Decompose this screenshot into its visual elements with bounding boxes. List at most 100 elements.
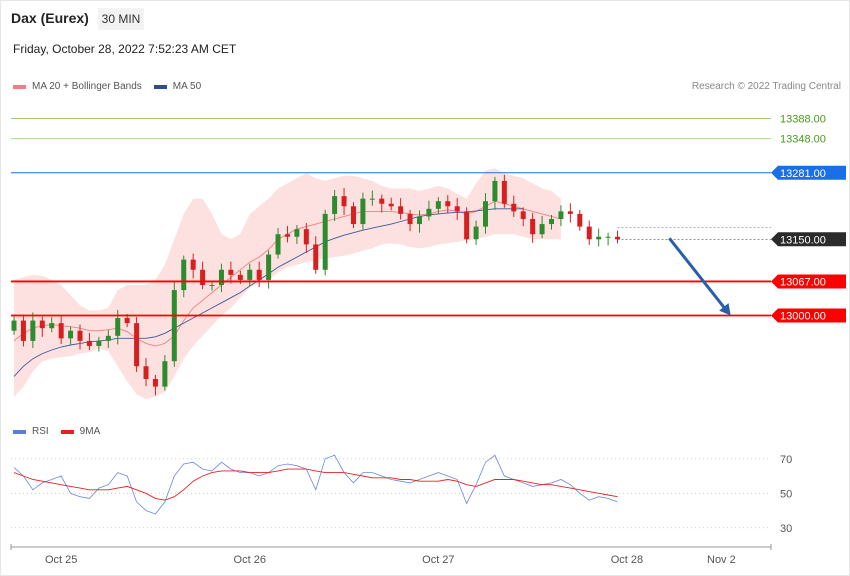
- candle-body: [303, 229, 309, 245]
- candle-body: [369, 198, 375, 200]
- candle-body: [539, 224, 545, 235]
- rsi-plot: 70 50 30: [11, 454, 792, 535]
- chart-datetime: Friday, October 28, 2022 7:52:23 AM CET: [13, 42, 237, 56]
- candle-body: [20, 320, 26, 341]
- level-label: 13388.00: [780, 113, 826, 125]
- candle-body: [181, 259, 187, 291]
- candle-body: [68, 330, 74, 339]
- candle-body: [577, 213, 583, 227]
- legend-swatch-rsi: [13, 429, 26, 434]
- candle-body: [558, 211, 564, 219]
- rsi-tick-label: 50: [780, 488, 792, 500]
- level-tag: [771, 274, 846, 289]
- level-label: 13067.00: [780, 276, 826, 288]
- candle-body: [473, 226, 479, 240]
- candle-body: [237, 274, 243, 280]
- candle-body: [426, 208, 432, 217]
- time-axis: Oct 25 Oct 26 Oct 27 Oct 28 Nov 2: [10, 544, 772, 566]
- candle-body: [275, 234, 281, 255]
- research-credit: Research © 2022 Trading Central: [691, 81, 841, 92]
- legend-label-rsi: RSI: [32, 426, 49, 437]
- legend-swatch-ma20: [13, 84, 26, 89]
- candle-body: [398, 206, 404, 214]
- candle-body: [350, 206, 356, 225]
- projection-arrow-shaft: [668, 237, 727, 311]
- candle-body: [11, 320, 17, 331]
- candle-body: [190, 259, 196, 270]
- candle-body: [322, 213, 328, 270]
- candle-body: [247, 269, 253, 280]
- candle-body: [586, 226, 592, 240]
- candle-body: [501, 180, 507, 204]
- time-tick-label: Nov 2: [707, 554, 736, 566]
- candle-body: [39, 320, 45, 329]
- candle-body: [58, 323, 64, 339]
- rsi-tick-label: 70: [780, 454, 792, 466]
- time-tick-label: Oct 28: [611, 554, 643, 566]
- rsi-ma-line: [13, 468, 618, 501]
- candle-body: [171, 290, 177, 362]
- candle-body: [416, 216, 422, 225]
- candle-body: [143, 366, 149, 379]
- main-plot: 13388.00 13348.00 13281.00 13150.00 13067.00…: [11, 113, 846, 400]
- candle-body: [454, 206, 460, 212]
- rsi-tick-label: 30: [780, 523, 792, 535]
- candle-body: [266, 254, 272, 280]
- candle-body: [567, 211, 573, 214]
- candle-body: [313, 244, 319, 270]
- legend-label-rsi-ma: 9MA: [79, 426, 101, 437]
- candle-body: [388, 203, 394, 207]
- candle-body: [294, 229, 300, 237]
- candle-body: [30, 320, 36, 341]
- candle-body: [209, 285, 215, 287]
- bollinger-band: [14, 168, 561, 400]
- candle-body: [464, 211, 470, 240]
- time-tick-label: Oct 26: [234, 554, 266, 566]
- candle-body: [49, 323, 55, 329]
- level-label: 13000.00: [780, 310, 826, 322]
- candle-body: [105, 335, 111, 341]
- candle-body: [96, 340, 102, 346]
- instrument-title: Dax (Eurex): [11, 10, 89, 26]
- time-tick-label: Oct 25: [45, 554, 77, 566]
- candle-body: [407, 213, 413, 225]
- candle-body: [115, 318, 121, 336]
- candle-body: [162, 361, 168, 387]
- candle-body: [445, 201, 451, 207]
- candle-body: [341, 196, 347, 207]
- level-label: 13281.00: [780, 168, 826, 180]
- candle-body: [492, 180, 498, 202]
- rsi-legend: RSI 9MA: [13, 426, 112, 437]
- candle-body: [332, 196, 338, 214]
- candle-body: [520, 211, 526, 219]
- candle-body: [615, 236, 621, 240]
- candle-body: [360, 198, 366, 225]
- candle-body: [200, 269, 206, 286]
- level-label: 13150.00: [780, 234, 826, 246]
- legend-label-ma20: MA 20 + Bollinger Bands: [32, 81, 142, 92]
- candle-body: [530, 218, 536, 235]
- level-tag: [771, 308, 846, 323]
- candle-body: [284, 234, 290, 237]
- candle-body: [379, 198, 385, 204]
- candle-body: [256, 269, 262, 280]
- candle-body: [511, 203, 517, 212]
- level-tag: [771, 165, 846, 180]
- projection-arrow-head: [719, 303, 731, 316]
- time-tick-label: Oct 27: [422, 554, 454, 566]
- candle-body: [549, 218, 555, 225]
- legend-label-ma50: MA 50: [172, 81, 202, 92]
- candle-body: [77, 330, 83, 341]
- legend-swatch-ma50: [153, 84, 167, 89]
- candle-body: [152, 378, 158, 387]
- candle-body: [86, 340, 92, 346]
- candle-body: [483, 201, 488, 227]
- candle-body: [596, 236, 602, 240]
- timeframe-button[interactable]: 30 MIN: [98, 8, 144, 30]
- main-legend: MA 20 + Bollinger Bands MA 50: [13, 81, 213, 92]
- level-label: 13348.00: [780, 134, 826, 146]
- candle-body: [435, 201, 441, 209]
- candle-body: [218, 269, 224, 286]
- candle-body: [134, 323, 140, 367]
- rsi-line: [13, 454, 618, 515]
